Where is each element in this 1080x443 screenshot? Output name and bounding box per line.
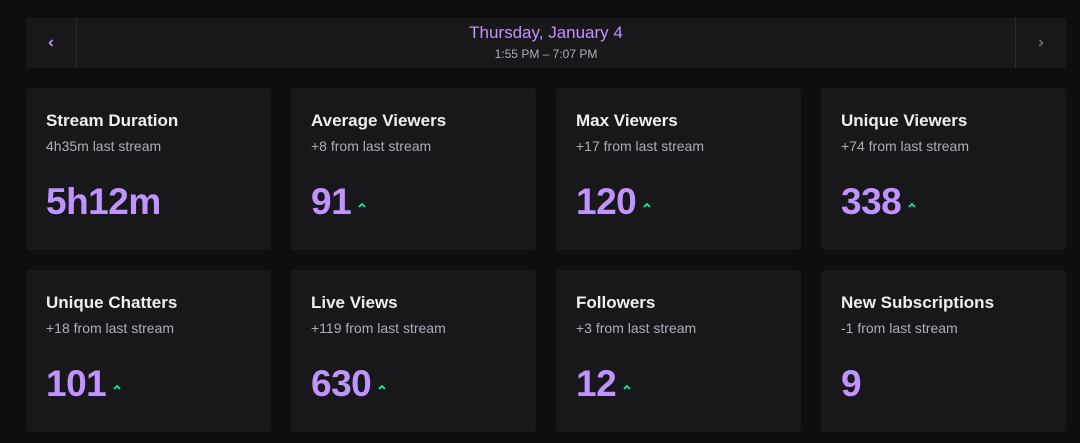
stat-card-unique-viewers: Unique Viewers +74 from last stream 338: [821, 88, 1066, 250]
stat-card-average-viewers: Average Viewers +8 from last stream 91: [291, 88, 536, 250]
stream-date: Thursday, January 4: [469, 23, 623, 42]
stat-comparison: -1 from last stream: [841, 320, 958, 336]
stat-value: 630: [311, 363, 372, 404]
stat-title: Stream Duration: [46, 111, 179, 130]
stat-value: 12: [576, 363, 617, 404]
stat-comparison: +17 from last stream: [576, 138, 704, 154]
chevron-right-icon: [1038, 39, 1044, 47]
stat-title: Average Viewers: [311, 111, 447, 130]
stat-title: New Subscriptions: [841, 293, 995, 312]
stat-card-unique-chatters: Unique Chatters +18 from last stream 101: [26, 270, 271, 432]
stat-value: 101: [46, 363, 107, 404]
stat-card-new-subscriptions: New Subscriptions -1 from last stream 9: [821, 270, 1066, 432]
stat-value: 5h12m: [46, 181, 161, 222]
stat-title: Max Viewers: [576, 111, 678, 130]
stat-card-max-viewers: Max Viewers +17 from last stream 120: [556, 88, 801, 250]
stream-time-range: 1:55 PM – 7:07 PM: [494, 47, 598, 61]
trend-up-icon: [907, 201, 917, 209]
next-stream-button[interactable]: [1015, 18, 1066, 68]
stat-card-live-views: Live Views +119 from last stream 630: [291, 270, 536, 432]
stat-comparison: +3 from last stream: [576, 320, 697, 336]
trend-up-icon: [357, 201, 367, 209]
stat-card-stream-duration: Stream Duration 4h35m last stream 5h12m: [26, 88, 271, 250]
stat-value: 120: [576, 181, 637, 222]
stat-title: Followers: [576, 293, 656, 312]
trend-up-icon: [112, 383, 122, 391]
date-display: Thursday, January 4 1:55 PM – 7:07 PM: [77, 18, 1015, 68]
trend-up-icon: [377, 383, 387, 391]
stat-title: Unique Chatters: [46, 293, 178, 312]
stat-comparison: +119 from last stream: [311, 320, 446, 336]
stat-title: Unique Viewers: [841, 111, 968, 130]
trend-up-icon: [622, 383, 632, 391]
stat-comparison: +74 from last stream: [841, 138, 969, 154]
chevron-left-icon: [48, 39, 54, 47]
date-navigator: Thursday, January 4 1:55 PM – 7:07 PM: [26, 18, 1066, 68]
stat-comparison: +18 from last stream: [46, 320, 174, 336]
stat-value: 9: [841, 363, 862, 404]
stat-value: 91: [311, 181, 352, 222]
stat-comparison: +8 from last stream: [311, 138, 432, 154]
stat-comparison: 4h35m last stream: [46, 138, 162, 154]
stat-title: Live Views: [311, 293, 398, 312]
stat-card-followers: Followers +3 from last stream 12: [556, 270, 801, 432]
trend-up-icon: [642, 201, 652, 209]
previous-stream-button[interactable]: [26, 18, 77, 68]
stat-value: 338: [841, 181, 902, 222]
